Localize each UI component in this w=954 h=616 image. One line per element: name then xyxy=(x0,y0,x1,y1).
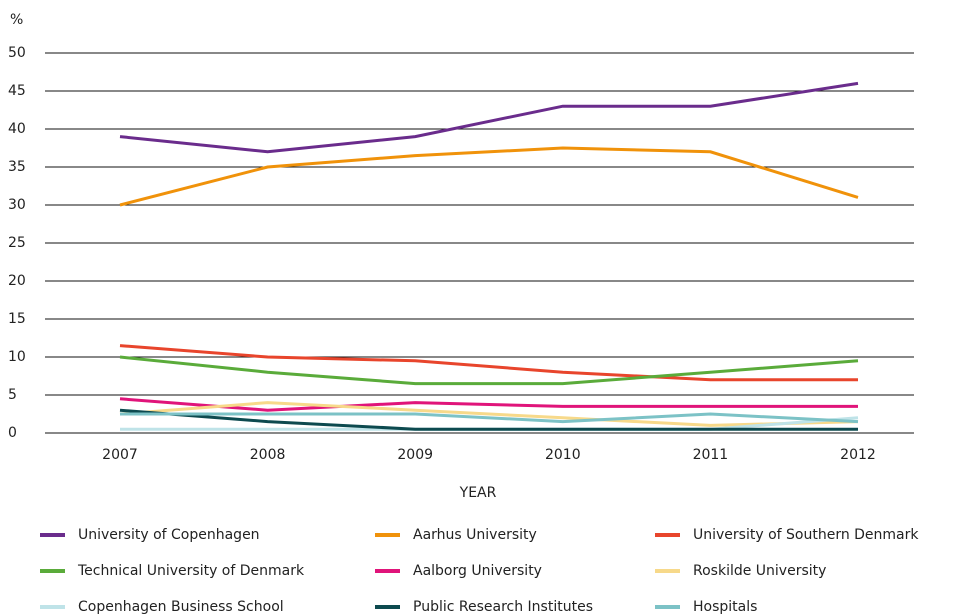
x-axis-label: YEAR xyxy=(459,485,497,501)
x-tick-label: 2007 xyxy=(102,447,138,463)
legend-label: Hospitals xyxy=(693,599,757,615)
y-tick-label: 25 xyxy=(8,235,26,251)
y-tick-label: 40 xyxy=(8,121,26,137)
legend-label: University of Southern Denmark xyxy=(693,527,919,543)
x-tick-label: 2012 xyxy=(840,447,876,463)
legend-label: Public Research Institutes xyxy=(413,599,593,615)
y-tick-label: 10 xyxy=(8,349,26,365)
x-tick-label: 2008 xyxy=(250,447,286,463)
legend-label: Aarhus University xyxy=(413,527,537,543)
y-tick-label: 30 xyxy=(8,197,26,213)
y-tick-label: 20 xyxy=(8,273,26,289)
legend-label: Copenhagen Business School xyxy=(78,599,284,615)
series-line xyxy=(119,355,859,386)
legend-label: University of Copenhagen xyxy=(78,527,260,543)
legend-label: Aalborg University xyxy=(413,563,542,579)
y-tick-label: 50 xyxy=(8,45,26,61)
series-line xyxy=(119,146,859,207)
legend-label: Technical University of Denmark xyxy=(77,563,305,579)
series-line xyxy=(119,408,858,431)
y-unit: % xyxy=(10,12,23,28)
series-line xyxy=(119,344,858,382)
x-tick-label: 2009 xyxy=(397,447,433,463)
x-tick-label: 2011 xyxy=(693,447,729,463)
y-tick-label: 0 xyxy=(8,425,17,441)
y-tick-label: 5 xyxy=(8,387,17,403)
series-line xyxy=(119,401,859,427)
series-line xyxy=(119,397,858,412)
legend-label: Roskilde University xyxy=(693,563,826,579)
y-tick-label: 35 xyxy=(8,159,26,175)
y-tick-label: 45 xyxy=(8,83,26,99)
y-tick-label: 15 xyxy=(8,311,26,327)
series-line xyxy=(120,412,859,424)
x-tick-label: 2010 xyxy=(545,447,581,463)
series-line xyxy=(119,81,859,154)
